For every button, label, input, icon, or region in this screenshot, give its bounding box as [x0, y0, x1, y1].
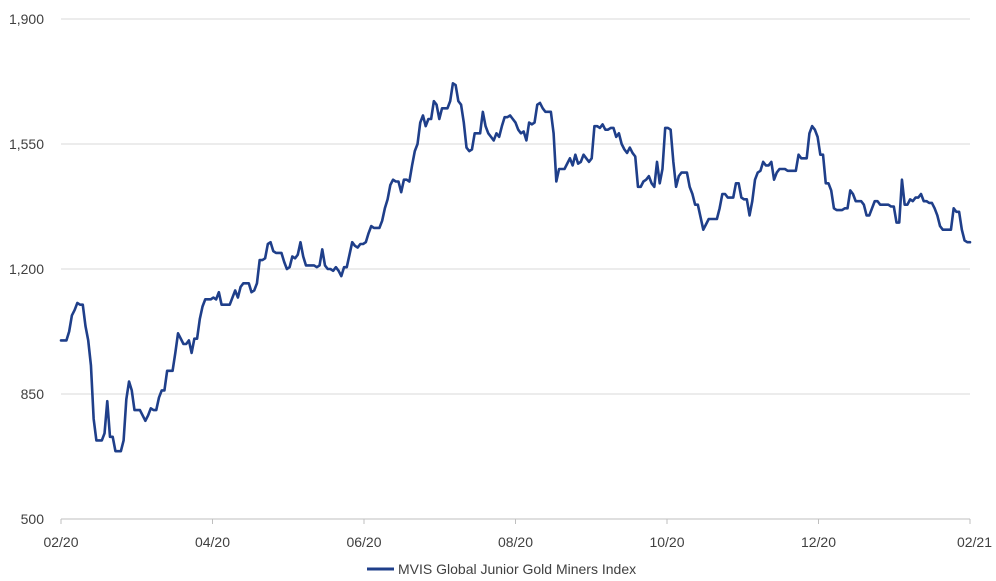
y-tick-label: 1,200: [9, 261, 44, 277]
x-tick-label: 06/20: [346, 534, 381, 550]
x-tick-label: 10/20: [649, 534, 684, 550]
y-tick-label: 1,550: [9, 136, 44, 152]
legend-label: MVIS Global Junior Gold Miners Index: [398, 561, 636, 577]
x-tick-label: 12/20: [801, 534, 836, 550]
legend: MVIS Global Junior Gold Miners Index: [367, 561, 636, 577]
gridlines: [61, 18, 970, 395]
x-tick-label: 02/21: [957, 534, 992, 550]
x-axis-ticks: 02/20 04/20 06/20 08/20 10/20 12/20 02/21: [43, 519, 992, 550]
x-tick-label: 08/20: [498, 534, 533, 550]
y-axis-ticks: 500 850 1,200 1,550 1,900: [9, 11, 44, 527]
series-line: [59, 81, 972, 453]
y-tick-label: 500: [21, 511, 45, 527]
y-tick-label: 850: [21, 386, 45, 402]
y-tick-label: 1,900: [9, 11, 44, 27]
x-tick-label: 02/20: [43, 534, 78, 550]
x-tick-label: 04/20: [195, 534, 230, 550]
